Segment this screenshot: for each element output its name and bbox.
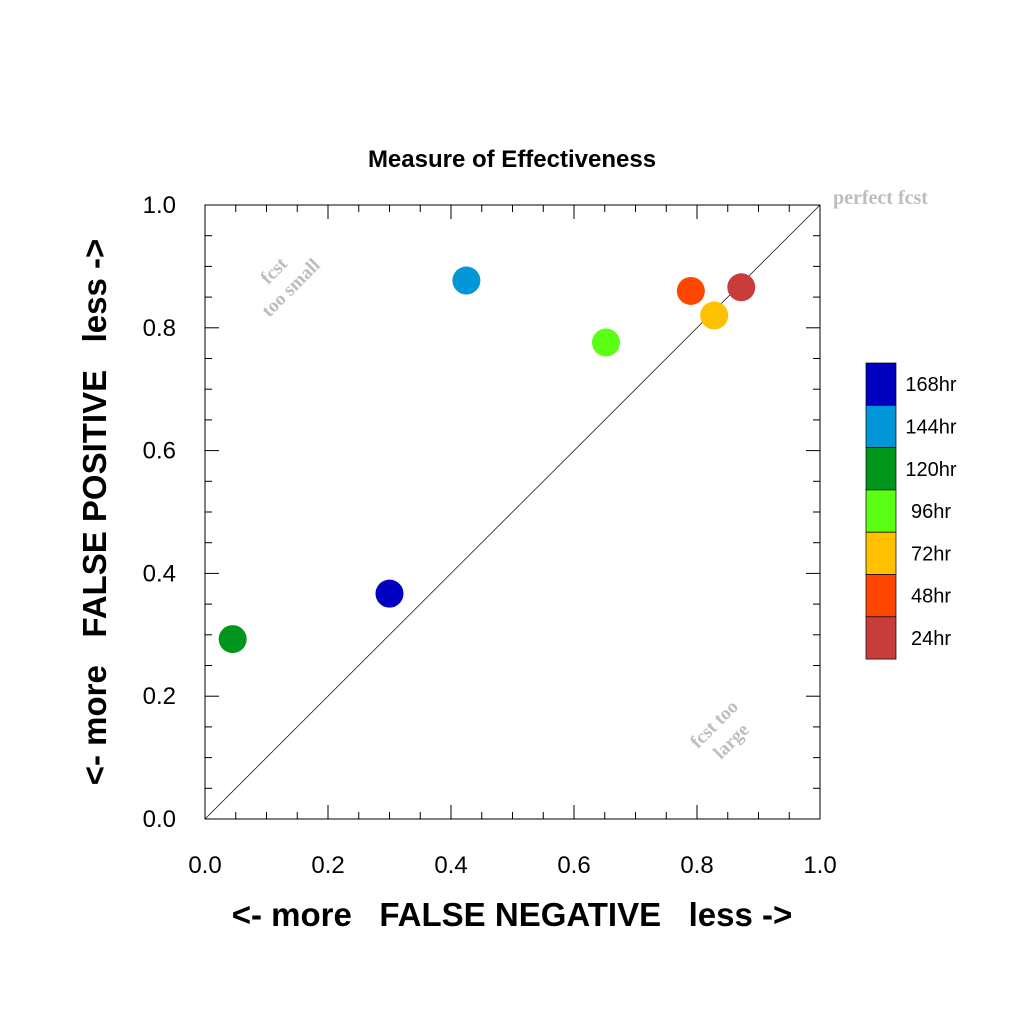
legend-label-96hr: 96hr (911, 501, 951, 523)
y-tick-label: 0.4 (143, 560, 176, 587)
perfect-forecast-annotation: perfect fcst (833, 187, 928, 209)
legend-label-168hr: 168hr (905, 374, 956, 396)
legend-swatch-48hr (865, 574, 897, 618)
y-tick-label: 0.2 (143, 683, 176, 710)
legend-swatch-24hr (865, 616, 897, 660)
y-axis-label: <- more FALSE POSITIVE less -> (76, 239, 113, 786)
y-tick-label: 1.0 (143, 192, 176, 219)
data-point-144hr (452, 266, 481, 295)
x-tick-label: 0.4 (434, 852, 467, 879)
x-tick-label: 1.0 (803, 852, 836, 879)
too-large-annotation: fcst too large (686, 696, 753, 763)
x-tick-label: 0.0 (188, 852, 221, 879)
legend-swatch-168hr (865, 362, 897, 406)
x-tick-label: 0.8 (680, 852, 713, 879)
legend-swatch-96hr (865, 489, 897, 533)
legend-swatch-144hr (865, 404, 897, 448)
data-point-96hr (591, 328, 620, 357)
data-point-120hr (218, 625, 247, 654)
x-tick-label: 0.2 (311, 852, 344, 879)
legend-label-24hr: 24hr (911, 628, 951, 650)
legend-swatch-120hr (865, 447, 897, 491)
legend-label-48hr: 48hr (911, 586, 951, 608)
y-tick-label: 0.6 (143, 438, 176, 465)
y-tick-label: 0.8 (143, 315, 176, 342)
data-point-168hr (375, 579, 404, 608)
legend-label-72hr: 72hr (911, 543, 951, 565)
legend: 168hr 144hr 120hr 96hr 72hr 48hr 24hr (865, 362, 957, 660)
x-tick-label: 0.6 (557, 852, 590, 879)
too-small-annotation: fcst too small (257, 253, 325, 321)
y-tick-label: 0.0 (143, 806, 176, 833)
legend-label-120hr: 120hr (905, 459, 956, 481)
x-axis-label: <- more FALSE NEGATIVE less -> (232, 896, 793, 933)
legend-label-144hr: 144hr (905, 416, 956, 438)
data-point-72hr (700, 301, 729, 330)
chart-title: Measure of Effectiveness (368, 146, 656, 173)
data-point-24hr (727, 273, 756, 302)
data-point-48hr (676, 276, 705, 305)
diagonal-reference-line (204, 204, 821, 820)
legend-swatch-72hr (865, 531, 897, 575)
